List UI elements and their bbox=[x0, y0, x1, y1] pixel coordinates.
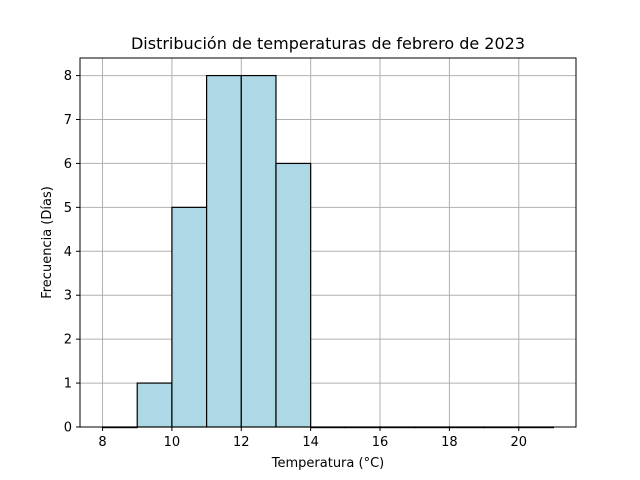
histogram-bar bbox=[171, 206, 208, 428]
histogram-bar bbox=[275, 162, 312, 428]
y-tick-label: 7 bbox=[64, 113, 72, 128]
x-tick-label: 12 bbox=[233, 435, 250, 450]
grid-lines bbox=[80, 58, 576, 428]
x-tick-label: 16 bbox=[372, 435, 389, 450]
y-tick-label: 2 bbox=[64, 333, 72, 348]
y-tick-label: 1 bbox=[64, 377, 72, 392]
y-tick-label: 3 bbox=[64, 289, 72, 304]
x-tick-label: 14 bbox=[302, 435, 319, 450]
y-tick-label: 8 bbox=[64, 69, 72, 84]
x-axis-ticks: 8 10 12 14 16 18 20 bbox=[98, 427, 527, 450]
plot-frame bbox=[79, 57, 577, 428]
histogram-bars bbox=[101, 74, 555, 429]
histogram-bar bbox=[240, 74, 277, 428]
x-tick-label: 8 bbox=[98, 435, 106, 450]
y-axis-label: Frecuencia (Días) bbox=[40, 186, 55, 299]
y-tick-label: 5 bbox=[64, 201, 72, 216]
y-axis-ticks: 0 1 2 3 4 5 6 7 8 bbox=[64, 69, 80, 436]
x-axis-label: Temperatura (°C) bbox=[271, 456, 384, 471]
chart-title: Distribución de temperaturas de febrero … bbox=[131, 34, 525, 53]
y-tick-label: 4 bbox=[64, 245, 72, 260]
y-tick-label: 0 bbox=[64, 421, 72, 436]
histogram-bar bbox=[206, 74, 242, 428]
x-tick-label: 10 bbox=[164, 435, 181, 450]
histogram-bar bbox=[136, 382, 173, 428]
y-tick-label: 6 bbox=[64, 157, 72, 172]
x-tick-label: 20 bbox=[510, 435, 527, 450]
x-tick-label: 18 bbox=[441, 435, 458, 450]
